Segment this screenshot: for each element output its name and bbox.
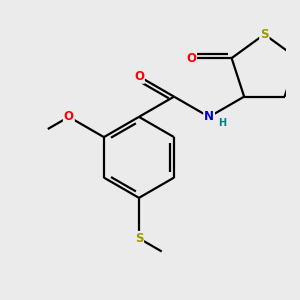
- Text: O: O: [186, 52, 196, 64]
- Text: S: S: [135, 232, 143, 245]
- Text: H: H: [218, 118, 226, 128]
- Text: O: O: [134, 70, 144, 83]
- Text: O: O: [64, 110, 74, 123]
- Text: S: S: [260, 28, 269, 41]
- Text: N: N: [204, 110, 214, 123]
